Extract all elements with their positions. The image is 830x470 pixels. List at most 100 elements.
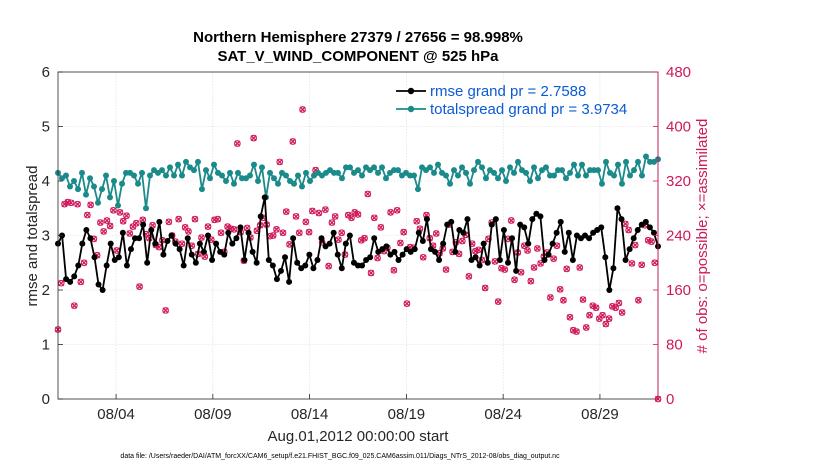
rmse-point [521,224,528,231]
obs-assimilated-point [113,247,120,254]
obs-assimilated-point [433,230,440,237]
totalspread-point [619,180,625,187]
rmse-point [91,254,98,261]
obs-assimilated-point [583,324,590,331]
totalspread-point [563,175,569,182]
totalspread-point [299,183,305,190]
totalspread-point [87,175,93,182]
obs-possible-point [302,218,310,226]
y-tick-label-right: 400 [666,119,691,136]
obs-possible-point [586,311,593,319]
rmse-point [342,240,349,247]
obs-assimilated-point [292,213,300,220]
obs-assimilated-point [527,278,534,285]
totalspread-point [575,172,581,179]
rmse-point [464,216,471,223]
rmse-point [123,262,130,269]
obs-assimilated-point [201,253,208,260]
rmse-point [326,240,333,247]
totalspread-point [483,175,489,182]
totalspread-point [535,175,541,182]
obs-possible-point [250,134,258,142]
totalspread-point [355,167,361,174]
obs-possible-point [74,200,81,208]
rmse-point [492,216,499,223]
obs-assimilated-point [573,328,580,335]
y-tick-label-right: 320 [666,173,691,190]
rmse-point [318,235,325,242]
obs-possible-point [576,264,584,271]
obs-possible-point [403,300,411,307]
totalspread-point [207,175,213,182]
obs-possible-point [57,279,65,287]
obs-possible-point [524,247,531,254]
totalspread-point [95,199,101,206]
y-tick-label-left: 0 [42,391,50,408]
rmse-point [610,265,617,272]
totalspread-point [643,153,649,160]
obs-possible-point [579,296,587,303]
legend-marker-rmse [407,87,415,95]
obs-assimilated-point [58,280,65,287]
obs-possible-point [276,158,284,166]
totalspread-point [635,158,641,165]
rmse-point [257,213,264,220]
obs-assimilated-point [442,266,450,273]
obs-assimilated-point [472,248,479,255]
obs-possible-point [289,138,297,145]
rmse-point [602,254,609,261]
totalspread-point [231,180,237,187]
totalspread-point [295,172,301,179]
y-tick-label-right: 240 [666,228,691,245]
rmse-point [505,259,511,266]
y-tick-label-right: 80 [666,337,683,354]
y-tick-label-left: 3 [42,228,50,245]
rmse-point [99,287,106,293]
rmse-point [253,259,260,266]
totalspread-point [99,186,105,193]
obs-assimilated-point [645,237,652,244]
rmse-point [476,262,483,269]
obs-assimilated-point [501,266,508,273]
obs-possible-point [110,206,117,214]
obs-possible-point [106,222,114,230]
obs-assimilated-point [361,235,368,242]
rmse-point [618,216,625,223]
rmse-point [75,262,82,269]
obs-assimilated-point [413,218,420,225]
rmse-point [261,194,268,201]
obs-assimilated-point [332,213,339,220]
totalspread-point [631,167,637,174]
series-layer [54,106,662,403]
rmse-point [500,227,507,234]
totalspread-point [167,164,173,171]
totalspread-point [275,180,281,187]
totalspread-point [139,169,145,176]
obs-assimilated-point [302,218,309,225]
totalspread-point [303,169,309,176]
x-tick-label: 08/19 [388,406,426,423]
totalspread-point [507,164,513,171]
obs-assimilated-point [465,273,472,280]
rmse-point [399,251,406,258]
obs-assimilated-point [97,219,104,226]
obs-assimilated-point [586,312,593,319]
rmse-point [184,235,191,242]
obs-assimilated-point [276,158,283,165]
totalspread-point [227,169,233,176]
obs-assimilated-point [648,238,655,245]
totalspread-point [627,172,633,179]
rmse-point [432,248,439,255]
rmse-point [586,235,593,242]
rmse-point [614,205,621,212]
obs-assimilated-point [322,206,329,213]
obs-assimilated-point [107,222,114,230]
obs-assimilated-point [374,254,381,262]
rmse-point [537,213,544,220]
obs-possible-point [364,190,372,198]
rmse-point [509,235,516,242]
obs-possible-point [198,234,205,241]
y-tick-label-left: 1 [42,337,50,354]
y-tick-label-right: 480 [666,64,691,81]
obs-assimilated-point [149,222,156,229]
